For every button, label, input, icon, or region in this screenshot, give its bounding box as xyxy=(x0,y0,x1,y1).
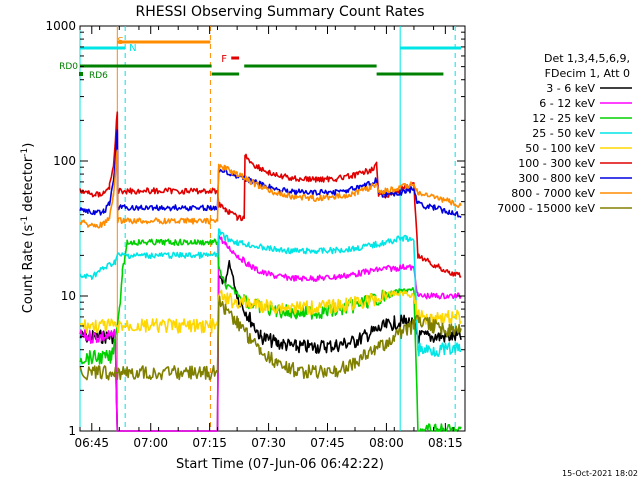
series-line-5 xyxy=(79,111,462,278)
y-tick-label-0: 1 xyxy=(68,424,76,438)
y-axis-label-sup2: -1 xyxy=(20,148,30,157)
flag-f-label: F xyxy=(221,54,227,65)
flag-rd6-label: RD6 xyxy=(89,71,108,81)
y-axis-label-sup1: -1 xyxy=(20,216,30,225)
series-line-8 xyxy=(79,295,462,381)
series-line-6 xyxy=(79,129,462,219)
x-tick-label-3: 07:30 xyxy=(251,436,286,450)
y-tick-label-2: 100 xyxy=(53,154,76,168)
legend-entry-label-8: 7000 - 15000 keV xyxy=(497,202,595,215)
legend-entry-label-2: 12 - 25 keV xyxy=(532,112,595,125)
flag-n-label: N xyxy=(129,43,136,54)
x-tick-label-5: 08:00 xyxy=(369,436,404,450)
observing-flags: SN F RD0 RD6 xyxy=(59,36,462,81)
flag-s-label: S xyxy=(117,36,123,47)
legend-header-decimation: FDecim 1, Att 0 xyxy=(545,67,630,80)
y-tick-label-1: 10 xyxy=(61,289,76,303)
series-line-3 xyxy=(79,228,462,357)
flag-rd0-label: RD0 xyxy=(59,62,78,72)
legend-entry-label-6: 300 - 800 keV xyxy=(518,172,595,185)
series-lines xyxy=(79,111,462,432)
legend-entry-label-0: 3 - 6 keV xyxy=(546,82,595,95)
plot-area: SN F RD0 RD6 1 10 100 1000 06:45 07:00 07:15 07:30… xyxy=(45,19,466,450)
vertical-markers xyxy=(79,26,456,431)
footer-timestamp: 15-Oct-2021 18:02 xyxy=(562,469,638,478)
x-axis-label: Start Time (07-Jun-06 06:42:22) xyxy=(176,457,384,472)
x-tick-label-0: 06:45 xyxy=(74,436,109,450)
axis-ticks: 1 10 100 1000 06:45 07:00 07:15 07:30 07:45 08:00… xyxy=(45,19,465,450)
x-tick-label-4: 07:45 xyxy=(310,436,345,450)
legend-entry-label-4: 50 - 100 keV xyxy=(525,142,595,155)
legend-header-detectors: Det 1,3,4,5,6,9, xyxy=(544,52,630,65)
chart-title: RHESSI Observing Summary Count Rates xyxy=(136,4,425,20)
x-tick-label-2: 07:15 xyxy=(192,436,227,450)
y-axis-label-part2: detector xyxy=(21,156,36,216)
flag-rd6-marker xyxy=(79,72,83,76)
legend: Det 1,3,4,5,6,9, FDecim 1, Att 0 3 - 6 k… xyxy=(497,52,632,215)
series-line-7 xyxy=(79,149,462,229)
x-tick-label-1: 07:00 xyxy=(133,436,168,450)
legend-entry-label-5: 100 - 300 keV xyxy=(518,157,595,170)
series-line-1 xyxy=(79,234,462,432)
y-axis-label-part1: Count Rate (s xyxy=(21,225,36,314)
y-axis-label: Count Rate (s-1 detector-1) xyxy=(20,143,36,314)
series-line-2 xyxy=(79,238,462,432)
legend-entry-label-7: 800 - 7000 keV xyxy=(511,187,595,200)
legend-entry-label-1: 6 - 12 keV xyxy=(539,97,595,110)
legend-entry-label-3: 25 - 50 keV xyxy=(532,127,595,140)
y-tick-label-3: 1000 xyxy=(45,19,76,33)
series-line-4 xyxy=(79,289,462,334)
x-tick-label-6: 08:15 xyxy=(428,436,463,450)
y-axis-label-part3: ) xyxy=(21,143,36,148)
